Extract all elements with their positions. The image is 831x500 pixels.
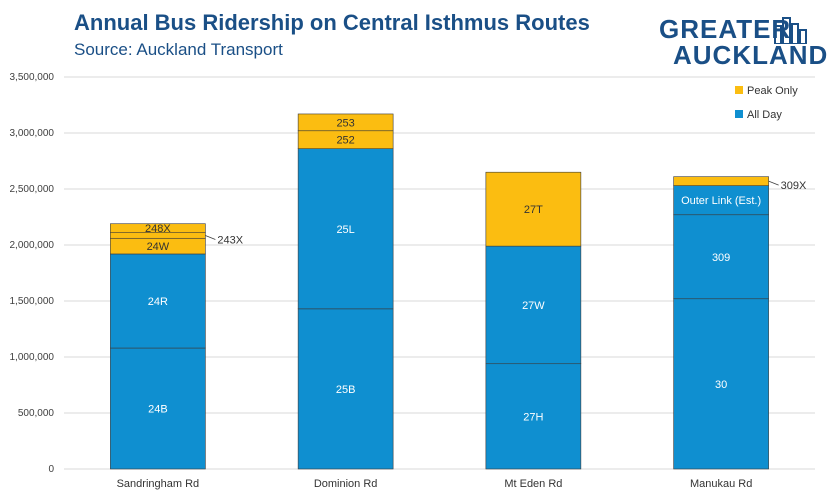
x-axis: Sandringham Rd Dominion Rd Mt Eden Rd Manuk… — [117, 478, 753, 490]
segment-label: 30 — [715, 379, 727, 391]
city-skyline-icon — [774, 17, 807, 44]
x-tick-label: Manukau Rd — [690, 478, 752, 490]
segment-label: 309 — [712, 252, 730, 264]
bar-segment — [110, 223, 206, 233]
y-tick-label: 2,500,000 — [10, 184, 55, 195]
greater-auckland-logo: GREATER AUCKLAND — [655, 14, 827, 70]
segment-label: 309X — [781, 180, 807, 192]
segment-leader-line — [768, 180, 779, 186]
y-tick-label: 1,500,000 — [10, 296, 55, 307]
segment-label: 252 — [336, 135, 354, 147]
segment-label: 24R — [148, 296, 168, 308]
segment-label: 248X — [145, 223, 171, 235]
chart-title: Annual Bus Ridership on Central Isthmus … — [74, 10, 590, 35]
logo-line-1: GREATER — [659, 14, 792, 44]
legend-label: Peak Only — [747, 85, 798, 97]
bar-segment — [297, 113, 394, 132]
bar-group: 24B 24R 24W 243X 248X — [110, 223, 244, 470]
y-tick-label: 2,000,000 — [10, 240, 55, 251]
x-tick-label: Sandringham Rd — [117, 478, 200, 490]
bars: 24B 24R 24W 243X 248X 25B 25L 252 253 27H 27W 27T 30… — [110, 113, 807, 470]
legend-label: All Day — [747, 109, 782, 121]
segment-label: 27W — [522, 300, 545, 312]
bar-segment — [673, 298, 769, 470]
bar-group: 27H 27W 27T — [485, 171, 582, 470]
segment-leader-line — [205, 235, 216, 240]
bar-segment — [485, 363, 582, 470]
segment-label: 24W — [147, 241, 170, 253]
x-tick-label: Dominion Rd — [314, 478, 378, 490]
bar-segment — [485, 171, 582, 247]
y-tick-label: 500,000 — [18, 408, 55, 419]
bar-segment — [110, 347, 206, 470]
bar-group: 30 309 Outer Link (Est.) 309X — [673, 176, 807, 470]
segment-label: Outer Link (Est.) — [681, 195, 761, 207]
segment-label: 27H — [523, 411, 543, 423]
y-tick-label: 1,000,000 — [10, 352, 55, 363]
segment-label: 25B — [336, 384, 356, 396]
logo-line-2: AUCKLAND — [673, 40, 829, 70]
segment-label: 27T — [524, 204, 543, 216]
bar-segment — [673, 214, 769, 300]
bar-group: 25B 25L 252 253 — [297, 113, 394, 470]
bar-segment — [485, 245, 582, 365]
segment-label: 24B — [148, 404, 168, 416]
bar-segment — [673, 185, 769, 216]
x-tick-label: Mt Eden Rd — [504, 478, 562, 490]
legend-swatch — [735, 110, 743, 118]
bar-segment — [110, 253, 206, 349]
chart-subtitle: Source: Auckland Transport — [74, 40, 283, 59]
y-tick-label: 3,000,000 — [10, 128, 55, 139]
y-tick-label: 0 — [48, 464, 54, 475]
y-axis: 0 500,000 1,000,000 1,500,000 2,000,000 2,500… — [10, 72, 55, 475]
bar-segment — [297, 308, 394, 470]
y-tick-label: 3,500,000 — [10, 72, 55, 83]
legend-swatch — [735, 86, 743, 94]
legend: Peak Only All Day — [735, 85, 798, 121]
segment-label: 253 — [336, 117, 354, 129]
segment-label: 243X — [217, 234, 243, 246]
bar-segment — [297, 148, 394, 310]
bar-segment — [673, 176, 769, 186]
segment-label: 25L — [336, 224, 354, 236]
